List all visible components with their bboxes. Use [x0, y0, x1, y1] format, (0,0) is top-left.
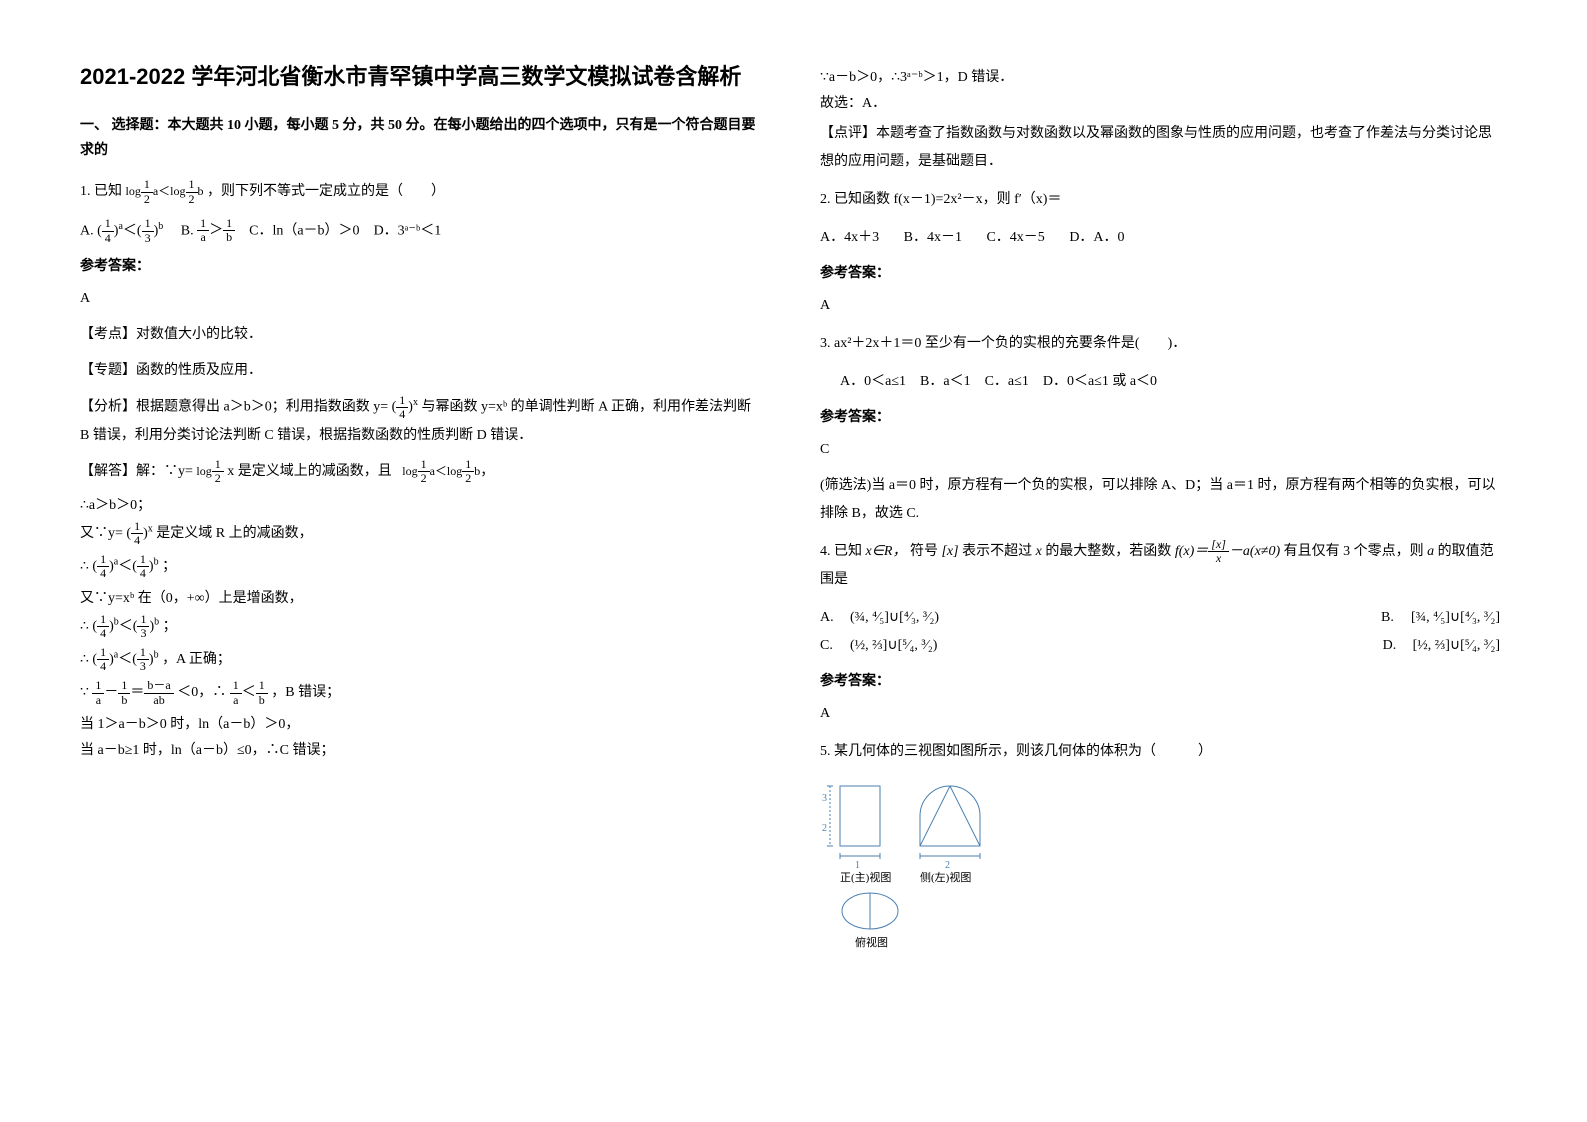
- q1-answer-label: 参考答案：: [80, 255, 760, 275]
- q1-jieda-d-line: 又∵y= (14)x 是定义域 R 上的减函数，: [80, 520, 760, 547]
- left-column: 2021-2022 学年河北省衡水市青罕镇中学高三数学文模拟试卷含解析 一、 选…: [80, 60, 760, 961]
- q1-jieda-o: 当 a－b≥1 时，ln（a－b）≤0，∴C 错误；: [80, 739, 760, 759]
- q3-answer: C: [820, 436, 1500, 464]
- q4-answer: A: [820, 700, 1500, 728]
- q4-optC-val: (½, ⅔]∪[⁵⁄₄, ³⁄₂): [850, 638, 937, 653]
- q4-c: 表示不超过: [962, 544, 1032, 559]
- front-label: 正(主)视图: [840, 870, 891, 884]
- q4-d: 的最大整数，若函数: [1045, 544, 1171, 559]
- q4-a: 4. 已知: [820, 544, 862, 559]
- q2-optC: C．4x－5: [986, 230, 1044, 245]
- q1-fenxi: 【分析】根据题意得出 a＞b＞0；利用指数函数 y= (14)x 与幂函数 y=…: [80, 393, 760, 450]
- q1-optB-label: B.: [181, 223, 194, 238]
- q1-stem: 1. 已知 log12a＜log12b ，则下列不等式一定成立的是（ ）: [80, 178, 760, 206]
- q4-floor: [x]: [941, 544, 958, 559]
- side-label: 侧(左)视图: [920, 870, 971, 884]
- q1-jieda-h: 又∵y=xᵇ 在（0，+∞）上是增函数，: [80, 587, 760, 607]
- q4-optC-label: C.: [820, 632, 850, 660]
- three-view-diagram: 3 2 1 正(主)视图 2 侧(左: [820, 776, 1500, 961]
- q1-jieda-i-line: ∴ (14)b＜(13)b ；: [80, 613, 760, 640]
- q1-text-a: 1. 已知: [80, 185, 122, 200]
- q1-jieda-m3: ，B 错误；: [271, 685, 340, 700]
- svg-text:2: 2: [945, 860, 950, 871]
- q2-stem: 2. 已知函数 f(x－1)=2x²－x，则 f′（x)＝: [820, 186, 1500, 214]
- q4-e: 有且仅有 3 个零点，则: [1284, 544, 1424, 559]
- q1-jieda-e: 是定义域 R 上的减函数，: [156, 526, 312, 541]
- q1-jieda-c: ∴a＞b＞0；: [80, 494, 760, 514]
- q1-options: A. (14)a＜(13)b B. 1a＞1b C．ln（a－b）＞0 D．3ᵃ…: [80, 217, 760, 246]
- q1-jieda-k: ∴: [80, 652, 89, 667]
- q1-zhuanti: 【专题】函数的性质及应用．: [80, 357, 760, 385]
- q4-options: A.(¾, ⁴⁄₅]∪[⁴⁄₃, ³⁄₂) B.[¾, ⁴⁄₅]∪[⁴⁄₃, ³…: [820, 604, 1500, 660]
- q1-jieda: 【解答】解：∵y= log12 x 是定义域上的减函数，且 log12a＜log…: [80, 458, 760, 486]
- q3-optA: A．0＜a≤1: [840, 374, 906, 389]
- q4-stem: 4. 已知 x∈R， 符号 [x] 表示不超过 x 的最大整数，若函数 f(x)…: [820, 538, 1500, 594]
- q1-jieda-i: ∴: [80, 619, 89, 634]
- q3-stem: 3. ax²＋2x＋1＝0 至少有一个负的实根的充要条件是( )．: [820, 330, 1500, 358]
- q1-jieda-m2: ＜0，∴: [177, 685, 226, 700]
- q1-answer: A: [80, 285, 760, 313]
- q1-jieda-k-line: ∴ (14)a＜(13)b ，A 正确；: [80, 646, 760, 673]
- q3-answer-label: 参考答案：: [820, 406, 1500, 426]
- q4-optB-val: [¾, ⁴⁄₅]∪[⁴⁄₃, ³⁄₂]: [1411, 610, 1500, 625]
- q1-col2-l1: ∵a－b＞0，∴3ᵃ⁻ᵇ＞1，D 错误．: [820, 66, 1500, 86]
- section-heading: 一、 选择题：本大题共 10 小题，每小题 5 分，共 50 分。在每小题给出的…: [80, 113, 760, 163]
- q1-col2-l2: 故选：A．: [820, 92, 1500, 112]
- q2-optD: D．A．0: [1069, 230, 1124, 245]
- q4-answer-label: 参考答案：: [820, 670, 1500, 690]
- q5-stem: 5. 某几何体的三视图如图所示，则该几何体的体积为（ ）: [820, 738, 1500, 766]
- q1-jieda-j: ；: [163, 619, 177, 634]
- q4-b: 符号: [910, 544, 938, 559]
- q1-jieda-d: 又∵y=: [80, 526, 123, 541]
- q1-jieda-b: x 是定义域上的减函数，且: [227, 464, 392, 479]
- q3-optD: D．0＜a≤1 或 a＜0: [1043, 374, 1157, 389]
- q1-jieda-g: ；: [162, 559, 176, 574]
- q1-jieda-m1: ∵: [80, 685, 89, 700]
- q4-optA-val: (¾, ⁴⁄₅]∪[⁴⁄₃, ³⁄₂): [850, 610, 939, 625]
- q2-options: A．4x＋3 B．4x－1 C．4x－5 D．A．0: [820, 224, 1500, 252]
- svg-text:1: 1: [855, 860, 860, 871]
- q1-jieda-a: 【解答】解：∵y=: [80, 464, 193, 479]
- q2-optA: A．4x＋3: [820, 230, 879, 245]
- right-column: ∵a－b＞0，∴3ᵃ⁻ᵇ＞1，D 错误． 故选：A． 【点评】本题考查了指数函数…: [820, 60, 1500, 961]
- q1-jieda-m-line: ∵ 1a－1b＝b－aab ＜0，∴ 1a＜1b ，B 错误；: [80, 679, 760, 706]
- q1-jieda-n: 当 1＞a－b＞0 时，ln（a－b）＞0，: [80, 713, 760, 733]
- q1-optA-label: A.: [80, 223, 94, 238]
- page-title: 2021-2022 学年河北省衡水市青罕镇中学高三数学文模拟试卷含解析: [80, 60, 760, 93]
- q1-optD: D．3ᵃ⁻ᵇ＜1: [374, 223, 442, 238]
- q3-expl: (筛选法)当 a＝0 时，原方程有一个负的实根，可以排除 A、D；当 a＝1 时…: [820, 472, 1500, 528]
- q1-jieda-f-line: ∴ (14)a＜(14)b ；: [80, 553, 760, 580]
- q1-fenxi-a: 【分析】根据题意得出 a＞b＞0；利用指数函数 y=: [80, 400, 388, 415]
- top-label: 俯视图: [855, 935, 888, 949]
- q4-optD-val: [½, ⅔]∪[⁵⁄₄, ³⁄₂]: [1413, 638, 1500, 653]
- q3-optC: C．a≤1: [985, 374, 1029, 389]
- q4-optA-label: A.: [820, 604, 850, 632]
- q2-answer: A: [820, 292, 1500, 320]
- q1-text-b: ，则下列不等式一定成立的是（ ）: [207, 185, 445, 200]
- q2-answer-label: 参考答案：: [820, 262, 1500, 282]
- svg-text:2: 2: [822, 823, 827, 834]
- q1-kaodian: 【考点】对数值大小的比较．: [80, 321, 760, 349]
- q3-options: A．0＜a≤1 B．a＜1 C．a≤1 D．0＜a≤1 或 a＜0: [840, 368, 1500, 396]
- q1-dianping: 【点评】本题考查了指数函数与对数函数以及幂函数的图象与性质的应用问题，也考查了作…: [820, 120, 1500, 176]
- q1-jieda-l: ，A 正确；: [162, 652, 231, 667]
- q1-optC: C．ln（a－b）＞0: [249, 223, 359, 238]
- q4-optB-label: B.: [1381, 604, 1411, 632]
- q4-xinR: x∈R，: [866, 544, 907, 559]
- q4-optD-label: D.: [1383, 632, 1413, 660]
- q1-jieda-f: ∴: [80, 559, 89, 574]
- q3-optB: B．a＜1: [920, 374, 971, 389]
- svg-text:3: 3: [822, 793, 827, 804]
- q2-optB: B．4x－1: [904, 230, 962, 245]
